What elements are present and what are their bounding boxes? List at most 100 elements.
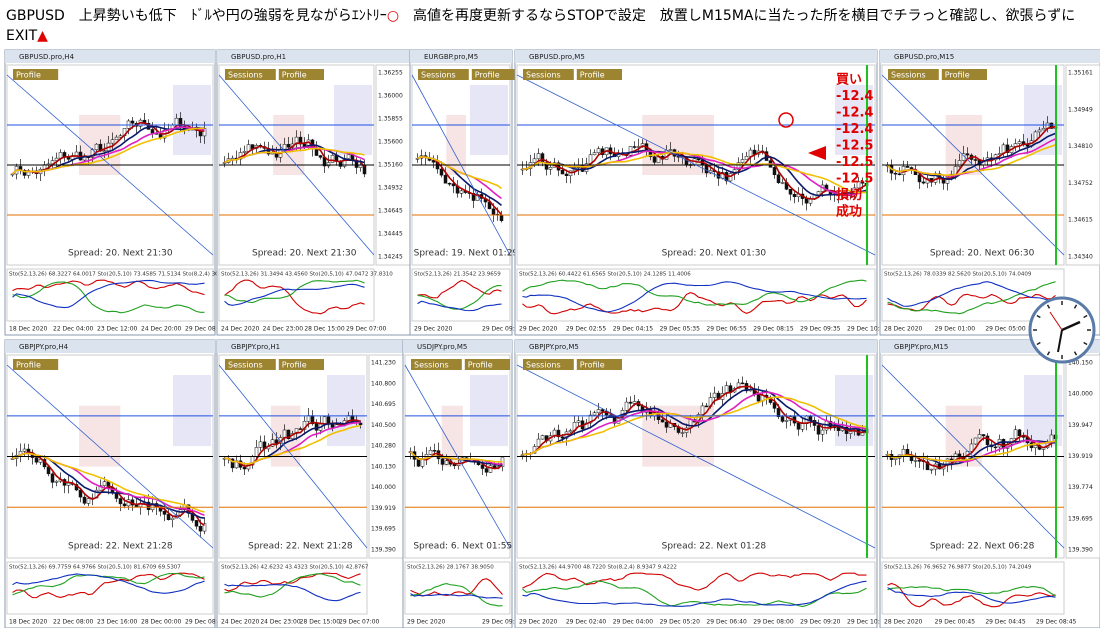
oscillator-line xyxy=(522,292,867,315)
price-label: 1.34932 xyxy=(378,185,403,192)
oscillator-line xyxy=(887,281,1056,307)
price-label: 140.000 xyxy=(1068,391,1093,398)
time-label: 29 Dec 08:00 xyxy=(753,619,794,626)
oscillator-line xyxy=(224,279,365,315)
candle-body xyxy=(174,117,179,126)
candle-body xyxy=(330,155,335,163)
value-zone xyxy=(327,375,365,447)
stochastic-label: Sto(52,13,26) 42.6232 43.4323 Sto(20,5,1… xyxy=(221,565,369,571)
clock-tick xyxy=(1046,304,1051,309)
candle-body xyxy=(480,464,485,469)
candle-body xyxy=(748,149,753,157)
candle-body xyxy=(897,173,902,176)
time-label: 24 Dec 23:00 xyxy=(260,619,301,626)
time-label: 28 Dec 2020 xyxy=(884,619,923,626)
candle-body xyxy=(444,460,449,465)
candle-body xyxy=(1049,434,1054,442)
oscillator-line xyxy=(522,279,867,306)
panel-title: EURGBP.pro,M5 xyxy=(424,53,478,61)
candle-body xyxy=(913,460,918,462)
clock-hand xyxy=(1061,320,1081,332)
candle-body xyxy=(792,194,797,198)
candle-body xyxy=(258,441,263,448)
candle-body xyxy=(796,422,801,430)
moving-average xyxy=(224,147,365,164)
arrow xyxy=(808,146,826,160)
price-label: 140.695 xyxy=(371,401,396,408)
spread-label: Spread: 20. Next 06:30 xyxy=(930,249,1035,259)
indicator-area xyxy=(218,561,368,615)
candle-body xyxy=(98,485,103,491)
indicator-area xyxy=(218,268,375,322)
price-label: 1.35855 xyxy=(378,116,403,123)
candle-body xyxy=(202,523,207,532)
candle-body xyxy=(38,459,43,463)
candle-body xyxy=(198,525,203,532)
candle-body xyxy=(596,148,601,153)
moving-average xyxy=(12,451,205,527)
candle-body xyxy=(428,450,433,455)
time-label: 29 Dec 04:00 xyxy=(613,619,654,626)
spread-label: Spread: 20. Next 01:30 xyxy=(662,249,767,259)
price-label: 1.34810 xyxy=(1068,143,1093,150)
candle-body xyxy=(660,419,665,423)
candle-body xyxy=(901,449,906,456)
candle-body xyxy=(736,162,741,170)
candle-body xyxy=(780,182,785,184)
oscillator-line xyxy=(224,572,361,592)
candle-body xyxy=(716,171,721,179)
price-label: 1.35160 xyxy=(378,162,403,169)
candle-body xyxy=(740,159,745,163)
price-label: 141.230 xyxy=(371,360,396,367)
trade-note: -12.5 xyxy=(836,172,873,187)
badge-label: Profile xyxy=(16,71,41,80)
candle-body xyxy=(22,169,27,176)
candle-body xyxy=(1049,122,1054,129)
candle-body xyxy=(94,143,99,150)
badge-label: Profile xyxy=(580,361,605,370)
oscillator-line xyxy=(12,281,205,314)
price-label: 1.34340 xyxy=(1068,254,1093,261)
candle-body xyxy=(945,458,950,466)
price-label: 140.150 xyxy=(1068,360,1093,367)
trade-note: -12.4 xyxy=(836,106,873,121)
trade-note: -12.4 xyxy=(836,89,873,104)
candle-body xyxy=(680,432,685,434)
panel-title: USDJPY.pro,M5 xyxy=(417,343,467,351)
time-label: 29 Dec 07:00 xyxy=(339,619,380,626)
trend-line xyxy=(218,74,375,256)
moving-average xyxy=(522,388,867,456)
candle-body xyxy=(540,435,545,440)
title-bar xyxy=(403,340,512,353)
price-label: 139.390 xyxy=(371,547,396,554)
panel-title: GBPJPY.pro,H1 xyxy=(231,343,280,351)
profile-zone xyxy=(446,115,466,175)
oscillator-line xyxy=(522,580,867,607)
value-zone xyxy=(470,375,508,447)
badge-label: Profile xyxy=(282,361,307,370)
oscillator-line xyxy=(417,300,502,312)
candle-body xyxy=(957,160,962,167)
price-label: 1.36000 xyxy=(378,93,403,100)
candle-body xyxy=(314,148,319,156)
time-label: 29 Dec 2020 xyxy=(414,326,453,333)
spread-label: Spread: 22. Next 06:28 xyxy=(930,542,1035,552)
candle-body xyxy=(194,520,199,527)
candle-body xyxy=(1017,141,1022,144)
candle-body xyxy=(893,172,898,175)
clock-tick xyxy=(1083,341,1088,346)
candle-body xyxy=(540,153,545,163)
trade-note: -12.5 xyxy=(836,139,873,154)
header-text: EXIT xyxy=(6,28,38,44)
time-label: 29 Dec 08:15 xyxy=(753,326,794,333)
candle-body xyxy=(54,157,59,161)
time-label: 29 Dec 07:00 xyxy=(346,326,387,333)
candle-body xyxy=(564,173,569,176)
candle-body xyxy=(326,162,331,167)
candle-body xyxy=(488,465,493,473)
badge xyxy=(941,69,987,80)
time-label: 24 Dec 23:00 xyxy=(263,326,304,333)
candle-body xyxy=(306,415,311,422)
candle-body xyxy=(298,428,303,430)
stochastic-label: Sto(52,13,26) 78.0339 82.5620 Sto(20,5,1… xyxy=(884,272,1032,278)
